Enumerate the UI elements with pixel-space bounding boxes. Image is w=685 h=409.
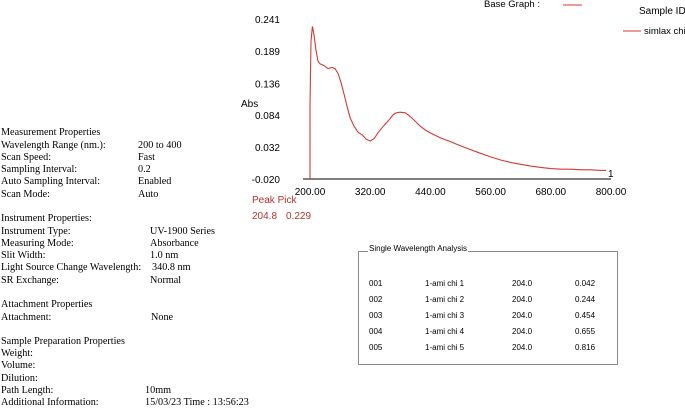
peak-pick-title: Peak Pick <box>252 195 297 206</box>
instrument-property-label: Slit Width: <box>1 250 46 262</box>
weight-label: Weight: <box>1 348 33 359</box>
swa-cell-sample: 1-ami chi 3 <box>425 311 465 320</box>
swa-cell-no: 004 <box>369 327 383 336</box>
swa-panel <box>358 251 618 365</box>
measurement-property-value: Fast <box>138 151 155 163</box>
y-tick-label: 0.032 <box>255 143 280 154</box>
legend-entry: simlax chi <box>644 26 685 37</box>
attachment-label: Attachment: <box>1 312 52 323</box>
swa-cell-no: 005 <box>369 343 383 352</box>
instrument-property-value: Absorbance <box>150 237 199 249</box>
swa-cell-val: 0.454 <box>575 311 596 320</box>
measurement-property-label: Scan Mode: <box>1 188 50 200</box>
instrument-heading: Instrument Properties: <box>1 213 92 224</box>
dilution-label: Dilution: <box>1 373 38 384</box>
spectrum-chart: 0.241 0.189 0.136 0.084 0.032 -0.020 200.00 32… <box>241 15 627 198</box>
y-tick-label: -0.020 <box>252 175 281 186</box>
attachment-value: None <box>151 312 174 323</box>
x-tick-label: 200.00 <box>295 187 326 198</box>
x-tick-label: 440.00 <box>415 187 446 198</box>
swa-cell-wl: 204.0 <box>512 343 533 352</box>
swa-cell-wl: 204.0 <box>512 295 533 304</box>
legend-swatch <box>623 30 641 32</box>
swa-cell-sample: 1-ami chi 5 <box>425 343 465 352</box>
additional-info-value: 15/03/23 Time : 13:56:23 <box>145 397 249 408</box>
volume-label: Volume: <box>1 360 36 371</box>
swa-cell-wl: 204.0 <box>512 327 533 336</box>
path-length-value: 10mm <box>145 385 172 396</box>
y-tick-label: 0.189 <box>255 47 280 58</box>
measurement-property-value: 200 to 400 <box>138 139 182 151</box>
series-end-marker: 1 <box>608 169 614 180</box>
measurement-property-label: Sampling Interval: <box>1 164 78 176</box>
spectrum-line <box>309 26 606 179</box>
measurement-property-value: 0.2 <box>138 164 151 176</box>
measurement-property-label: Wavelength Range (nm.): <box>1 139 106 151</box>
measurement-property-value: Auto <box>138 188 159 200</box>
instrument-property-label: Instrument Type: <box>1 225 71 237</box>
x-tick-label: 680.00 <box>536 187 567 198</box>
swa-cell-wl: 204.0 <box>512 279 533 288</box>
swa-cell-no: 002 <box>369 295 383 304</box>
instrument-property-label: SR Exchange: <box>1 274 60 286</box>
x-tick-label: 560.00 <box>475 187 506 198</box>
x-tick-label: 320.00 <box>355 187 386 198</box>
peak-pick-abs: 0.229 <box>286 211 312 222</box>
swa-cell-val: 0.816 <box>575 343 596 352</box>
swa-cell-wl: 204.0 <box>512 311 533 320</box>
swa-cell-val: 0.655 <box>575 327 596 336</box>
swa-cell-no: 001 <box>369 279 383 288</box>
instrument-property-value: UV-1900 Series <box>150 225 215 237</box>
swa-cell-val: 0.244 <box>575 295 596 304</box>
instrument-property-value: 1.0 nm <box>150 250 179 262</box>
base-graph-label: Base Graph : <box>484 0 540 10</box>
y-axis-label: Abs <box>241 99 258 110</box>
instrument-property-label: Light Source Change Wavelength: <box>1 262 142 274</box>
y-tick-label: 0.136 <box>255 79 280 90</box>
instrument-property-value: Normal <box>150 274 182 286</box>
swa-cell-sample: 1-ami chi 4 <box>425 327 465 336</box>
sample-prep-heading: Sample Preparation Properties <box>1 336 125 347</box>
base-graph-swatch <box>563 4 582 6</box>
y-tick-label: 0.084 <box>255 111 280 122</box>
sample-id-label: Sample ID <box>639 6 685 17</box>
instrument-property-label: Measuring Mode: <box>1 237 74 249</box>
measurement-property-label: Auto Sampling Interval: <box>1 176 101 188</box>
attachment-heading: Attachment Properties <box>1 299 93 310</box>
swa-title: Single Wavelength Analysis <box>368 244 468 253</box>
path-length-label: Path Length: <box>1 385 54 396</box>
measurement-heading: Measurement Properties <box>1 127 101 138</box>
measurement-property-value: Enabled <box>138 176 172 188</box>
instrument-property-value: 340.8 nm <box>152 262 191 274</box>
swa-cell-no: 003 <box>369 311 383 320</box>
x-tick-label: 800.00 <box>596 187 627 198</box>
additional-info-label: Additional Information: <box>1 397 99 408</box>
swa-cell-sample: 1-ami chi 1 <box>425 279 465 288</box>
swa-cell-sample: 1-ami chi 2 <box>425 295 465 304</box>
y-tick-label: 0.241 <box>255 15 280 26</box>
peak-pick-wavelength: 204.8 <box>252 211 278 222</box>
swa-cell-val: 0.042 <box>575 279 596 288</box>
measurement-property-label: Scan Speed: <box>1 151 52 163</box>
